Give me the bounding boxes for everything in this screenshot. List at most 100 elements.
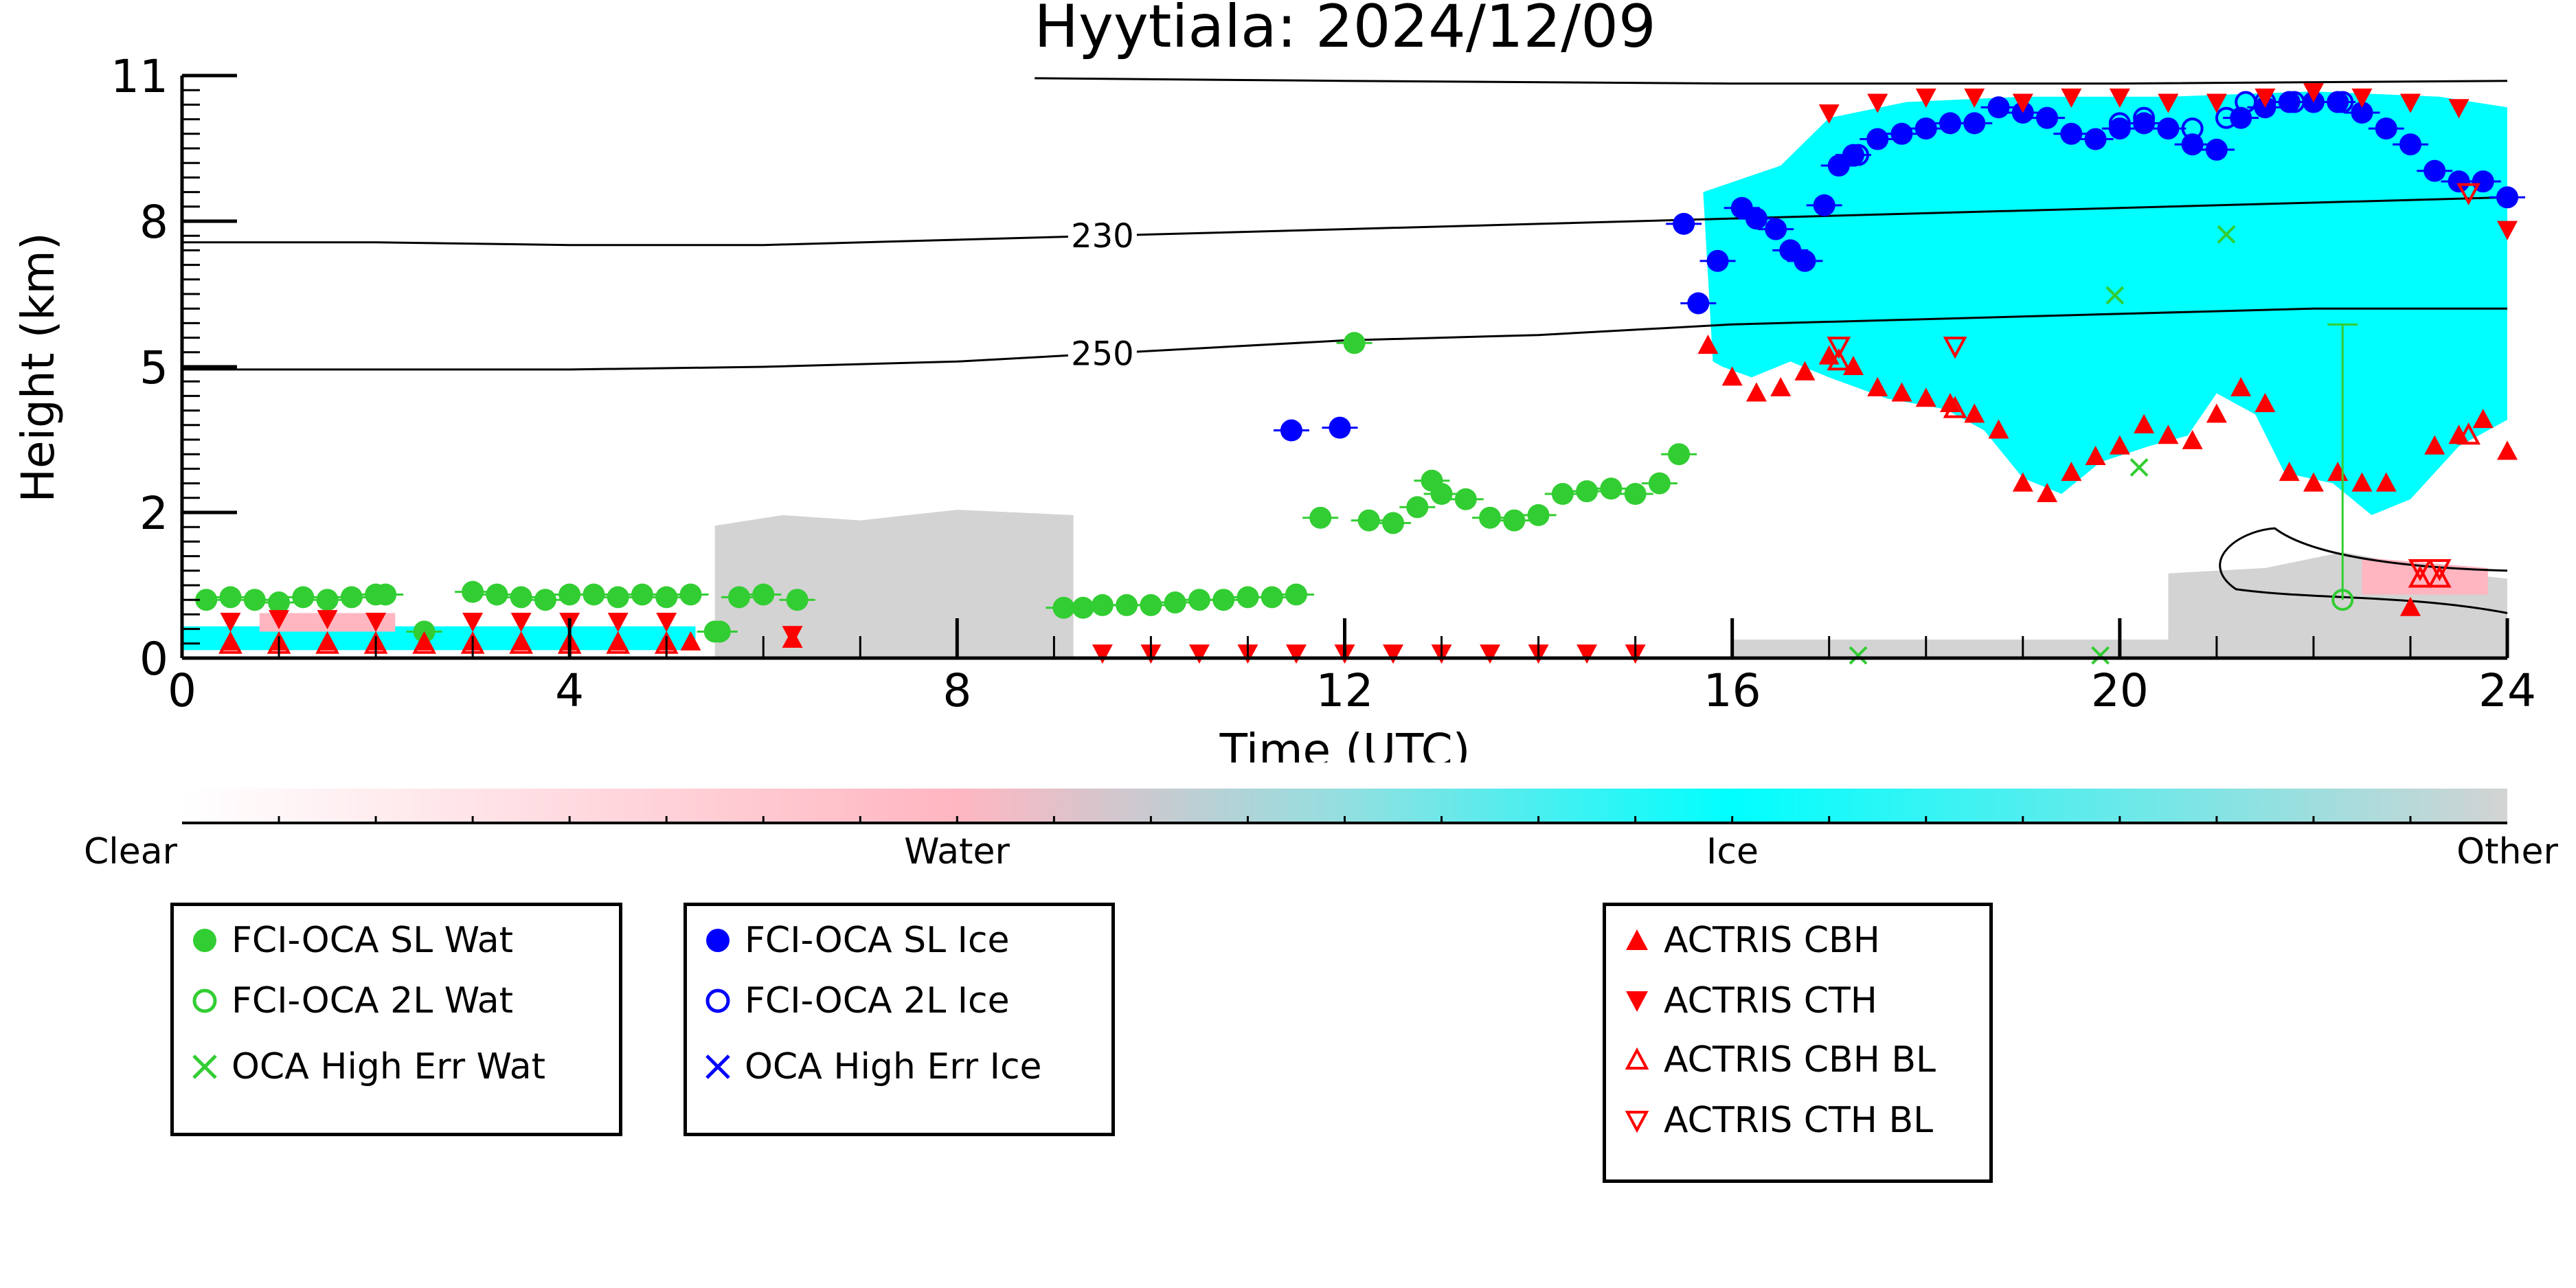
data-point: [2129, 458, 2149, 477]
data-point: [2427, 558, 2452, 582]
legend-ice: FCI-OCA SL Ice FCI-OCA 2L Ice OCA High E…: [683, 903, 1115, 1136]
data-point: [782, 626, 803, 646]
data-point: [1818, 104, 1840, 124]
legend-cth-bl-icon: [1617, 1103, 1657, 1138]
data-point: [1236, 586, 1259, 609]
data-point: [2472, 409, 2494, 429]
data-point: [1527, 504, 1550, 526]
data-point: [606, 631, 631, 654]
data-point: [2448, 170, 2470, 193]
data-point: [218, 631, 242, 654]
data-point: [1939, 112, 1962, 135]
data-point: [2399, 596, 2421, 616]
data-point: [2327, 91, 2349, 113]
legend-label: FCI-OCA 2L Wat: [231, 980, 514, 1021]
legend-item: FCI-OCA 2L Wat: [174, 980, 513, 1021]
data-point: [2351, 101, 2373, 124]
data-point: [510, 613, 532, 633]
data-point: [1503, 509, 1526, 532]
data-point: [2303, 83, 2324, 103]
data-point: [1842, 144, 1864, 166]
data-point: [2424, 435, 2445, 455]
data-point: [1624, 483, 1647, 506]
data-point: [1745, 382, 1767, 402]
data-point: [2255, 88, 2276, 108]
data-point: [2255, 392, 2276, 412]
legend-water: FCI-OCA SL Wat FCI-OCA 2L Wat OCA High E…: [170, 903, 622, 1136]
data-point: [1697, 335, 1719, 354]
data-point: [1430, 483, 1453, 506]
data-point: [1261, 586, 1283, 609]
legend-label: OCA High Err Wat: [231, 1046, 545, 1087]
data-point: [269, 610, 290, 630]
data-point: [462, 613, 484, 633]
legend-actris: ACTRIS CBH ACTRIS CTH ACTRIS CBH BL ACTR…: [1603, 903, 1993, 1183]
cloud-mask-layer: [182, 91, 2507, 658]
data-point: [1721, 366, 1743, 386]
legend-item: ACTRIS CBH BL: [1606, 1039, 1936, 1081]
data-point: [365, 613, 387, 633]
data-point: [2206, 93, 2227, 113]
data-point: [2157, 117, 2180, 140]
data-point: [631, 583, 653, 606]
y-tick-label: 2: [139, 487, 168, 540]
legend-item: FCI-OCA SL Ice: [687, 920, 1010, 961]
data-point: [1915, 88, 1936, 108]
data-point: [2375, 472, 2397, 492]
data-point: [1813, 194, 1835, 216]
y-tick-label: 0: [139, 633, 168, 686]
data-point: [1867, 93, 1888, 113]
colorbar-label-other: Other: [2456, 831, 2558, 872]
legend-item: FCI-OCA 2L Ice: [687, 980, 1010, 1021]
data-point: [2012, 472, 2033, 492]
legend-label: FCI-OCA 2L Ice: [745, 980, 1010, 1021]
colorbar-label-clear: Clear: [84, 831, 177, 872]
data-point: [2408, 565, 2432, 588]
data-point: [583, 583, 605, 606]
legend-cbh-bl-icon: [1617, 1042, 1657, 1078]
mask-other-region: [1732, 640, 2169, 658]
data-point: [2448, 99, 2470, 119]
contour-label: 230: [1071, 217, 1134, 256]
data-point: [2036, 106, 2059, 129]
data-point: [2085, 446, 2106, 466]
data-point: [2181, 133, 2204, 156]
data-point: [2060, 122, 2083, 145]
temperature-contours: 230 250: [182, 77, 2508, 614]
data-point: [1648, 472, 1671, 495]
data-point: [1964, 403, 1985, 423]
data-point: [655, 586, 678, 609]
data-point: [2182, 429, 2203, 449]
x-axis-label: Time (UTC): [1219, 724, 1471, 762]
data-point: [1673, 212, 1695, 235]
data-point: [2133, 106, 2156, 129]
data-point: [2497, 440, 2518, 460]
axes: 0 2 5 8 11 0 4 8 12 16 20 24: [111, 50, 2536, 717]
legend-item: ACTRIS CBH: [1606, 920, 1880, 961]
legend-item: FCI-OCA SL Wat: [174, 920, 513, 961]
data-point: [2497, 221, 2518, 240]
legend-item: ACTRIS CTH: [1606, 980, 1877, 1021]
series-fci-oca-2l-ice: [1847, 91, 2354, 166]
legend-water-2l-icon: [185, 983, 225, 1019]
legend-ice-err-icon: [698, 1049, 738, 1085]
data-point: [462, 580, 484, 603]
data-point: [1577, 644, 1598, 664]
legend-water-err-icon: [185, 1049, 225, 1085]
data-point: [1212, 589, 1235, 611]
data-point: [2105, 286, 2125, 305]
data-point: [412, 631, 436, 654]
data-point: [510, 586, 532, 609]
chart-title: Hyytiala: 2024/12/09: [1034, 0, 1656, 61]
data-point: [1668, 443, 1691, 466]
y-axis-label: Height (km): [12, 232, 65, 502]
data-point: [486, 583, 508, 606]
contour-line: [2219, 527, 2508, 614]
data-point: [2012, 93, 2033, 113]
data-point: [1454, 488, 1477, 510]
data-point: [317, 610, 338, 630]
mask-ice-region: [1703, 91, 2507, 515]
chart-svg: Hyytiala: 2024/12/09 Height (km) Time (U…: [12, 0, 2536, 762]
legend-label: ACTRIS CBH: [1664, 920, 1880, 961]
data-point: [1072, 596, 1094, 619]
